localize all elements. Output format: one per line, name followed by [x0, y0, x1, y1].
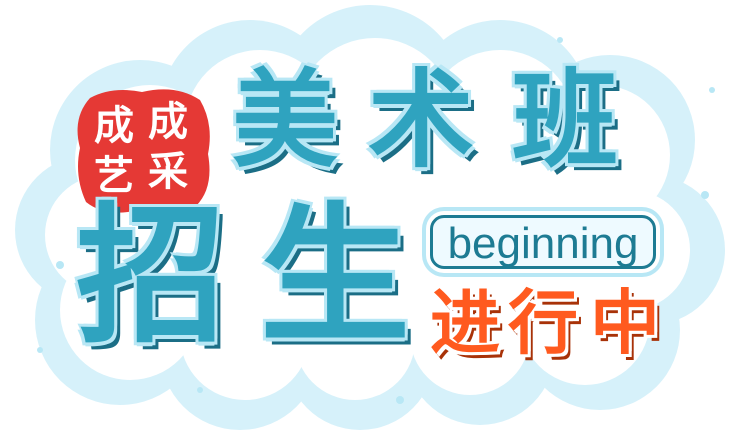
tag-frame: beginning — [430, 215, 656, 269]
tag-label: beginning — [447, 219, 639, 268]
seal-background — [77, 89, 210, 214]
title-char: 招 — [76, 190, 227, 364]
sparkle-dots — [37, 37, 715, 404]
subtitle-char: 中 — [590, 282, 660, 364]
subtitle-char: 行 — [508, 282, 578, 364]
seal-char: 采 — [148, 149, 188, 195]
title-char: 生 — [260, 190, 411, 364]
title-char: 班 — [512, 59, 618, 182]
seal-char: 艺 — [94, 153, 134, 199]
title-char: 美 — [232, 59, 338, 182]
seal-stamp: 成 艺 成 采 — [72, 84, 214, 218]
title-char: 术 — [368, 59, 474, 182]
subtitle-char: 进 — [430, 282, 500, 364]
seal-char: 成 — [94, 103, 134, 149]
beginning-tag: beginning — [426, 211, 660, 273]
seal-char: 成 — [148, 99, 188, 145]
